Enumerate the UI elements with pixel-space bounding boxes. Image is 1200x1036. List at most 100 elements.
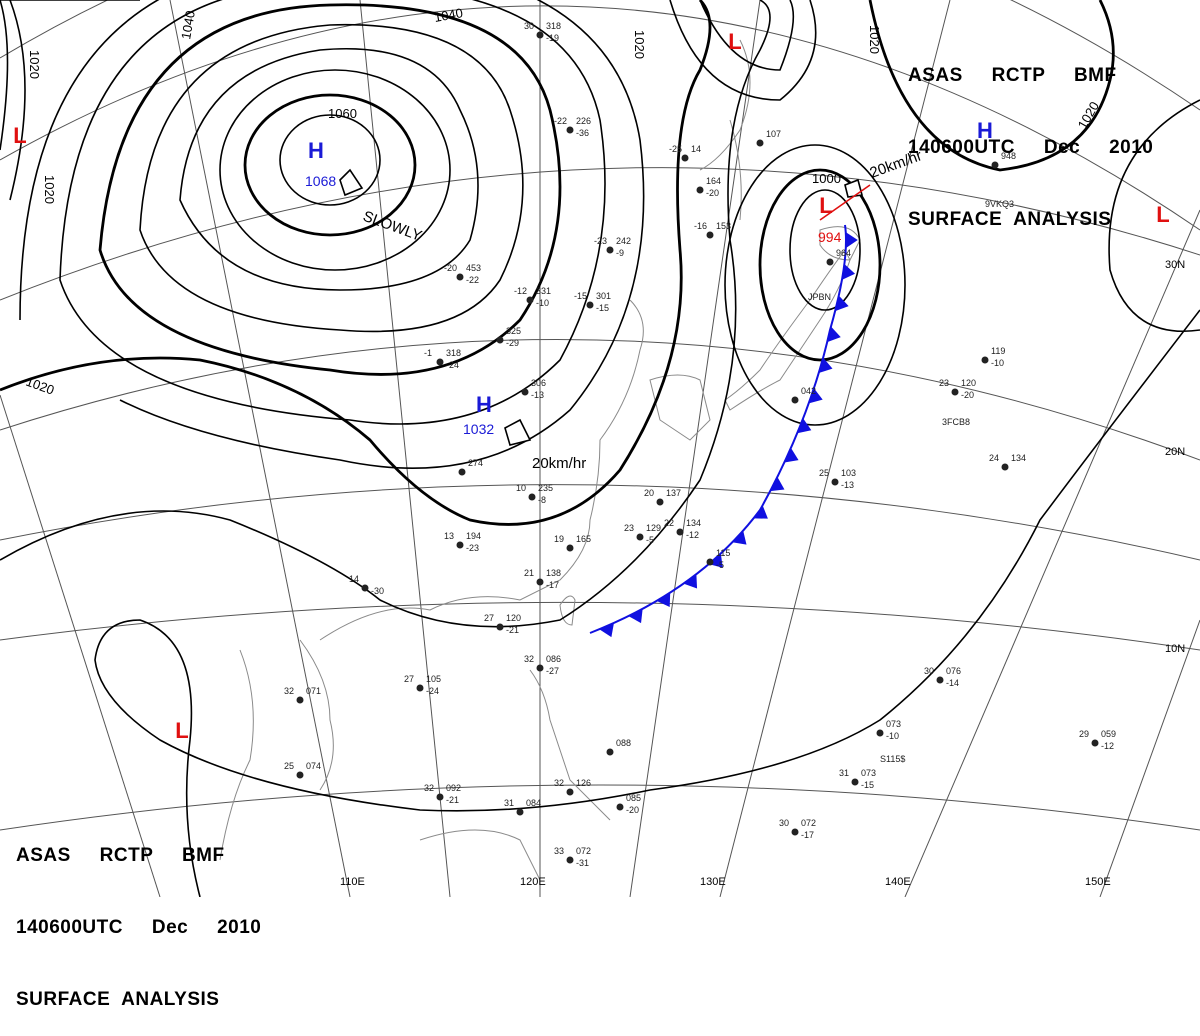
station-circle [791,828,799,836]
station-plot: 30 072 -17 [779,818,816,840]
ship-callsign: S115$ [880,754,905,764]
station-plot: 24 134 [989,453,1026,471]
cold-front-tooth [784,447,799,463]
station-tendency: -10 [536,298,549,308]
station-temperature: -23 [594,236,607,246]
high-east-1 [868,0,1115,172]
cold-front-tooth [753,505,768,519]
station-circle [586,301,594,309]
motion-arrow-high-1 [339,168,364,197]
isobar-ring-1 [279,114,381,206]
station-pressure: 076 [946,666,961,676]
coast-china [319,299,644,641]
station-plot: 33 072 -31 [554,846,591,868]
station-plot: 19 165 [554,534,591,552]
graticule-labels: 110E 120E 130E 140E 150E 30N 20N 10N [340,259,1185,888]
station-plot: 115-5 [706,548,730,570]
station-tendency: -5 [716,560,724,570]
station-tendency: -13 [841,480,854,490]
isobar-ring-4 [179,47,479,291]
isobar-west-1 [9,0,26,201]
station-circle [951,388,959,396]
station-circle [361,584,369,592]
station-plot: 30 076 -14 [924,666,961,688]
station-circle [681,154,689,162]
station-pressure: 134 [686,518,701,528]
station-temperature: 29 [1079,729,1089,739]
header-bottom-line1: ASAS RCTP BMF [16,845,225,866]
station-circle [981,356,989,364]
station-plot: -20 453 -22 [444,263,481,285]
station-circle [436,793,444,801]
station-circle [566,788,574,796]
ship-callsign: JPBN [808,292,831,302]
station-tendency: -8 [538,495,546,505]
cold-front-line [589,224,847,634]
station-plot: -16 153 [694,221,731,239]
cold-front-tooth [656,592,671,607]
station-pressure: 138 [546,568,561,578]
station-tendency: -31 [576,858,589,868]
cold-front-tooth [818,357,833,373]
coast-korea [649,374,711,441]
station-plot: 27 105 -24 [404,674,441,696]
isobar-ring-2 [243,93,417,237]
motion-label: 20km/hr [532,455,586,472]
parallel-15n [0,484,1200,561]
station-circle [536,31,544,39]
map-header-top: ASAS RCTP BMF 140600UTC Dec 2010 SURFACE… [908,16,1153,256]
station-plot: -1 318 -24 [424,348,461,370]
station-temperature: 24 [989,453,999,463]
parallel-25n [0,5,1200,231]
station-circle [636,533,644,541]
station-plot: -15 301 -15 [574,291,611,313]
cold-front-tooth [827,326,841,343]
station-tendency: -24 [426,686,439,696]
station-tendency: -30 [371,586,384,596]
parallel-5n [0,784,1200,831]
station-temperature: 20 [644,488,654,498]
station-plot: 31 073 -15 [839,768,876,790]
header-bottom-line2: 140600UTC Dec 2010 [16,917,262,938]
station-pressure: 115 [716,548,730,558]
station-pressure: 129 [646,523,661,533]
coast-hokkaido [819,226,861,261]
station-plot: 23 120 -20 [939,378,976,400]
isobar-value-label: 1040 [178,9,198,40]
station-plot: 23 129 -5 [624,523,661,545]
station-tendency: -10 [991,358,1004,368]
station-circle [991,161,999,169]
station-plot: 20 137 [644,488,681,506]
station-temperature: 25 [819,468,829,478]
station-tendency: -27 [546,666,559,676]
station-temperature: 27 [404,674,414,684]
station-temperature: 31 [839,768,849,778]
station-plot: 13 194 -23 [444,531,481,553]
station-temperature: 33 [554,846,564,856]
station-pressure: 318 [446,348,461,358]
station-temperature: 32 [554,778,564,788]
station-circle [1001,463,1009,471]
station-circle [496,623,504,631]
station-circle [756,139,764,147]
cold-front-tooth [808,388,823,404]
station-plot: 14 -30 [349,574,384,596]
cold-front-tooth [797,418,812,434]
station-pressure: 107 [766,129,781,139]
high-center-label: H [977,118,993,143]
high-east-2 [1108,99,1200,332]
meridian-extra-2 [629,0,761,897]
isobar-value-label: 1020 [632,30,647,59]
station-circle [516,808,524,816]
ship-callsign: 3FCB8 [942,417,970,427]
station-temperature: 32 [524,654,534,664]
station-pressure: 164 [706,176,721,186]
station-tendency: -19 [546,33,559,43]
station-pressure: 074 [306,761,321,771]
isobar-value-label: 1020 [42,175,57,204]
header-bottom-line3: SURFACE ANALYSIS [16,989,220,1010]
station-temperature: 10 [516,483,526,493]
station-pressure: 042 [801,386,816,396]
low-north-2 [669,0,817,101]
